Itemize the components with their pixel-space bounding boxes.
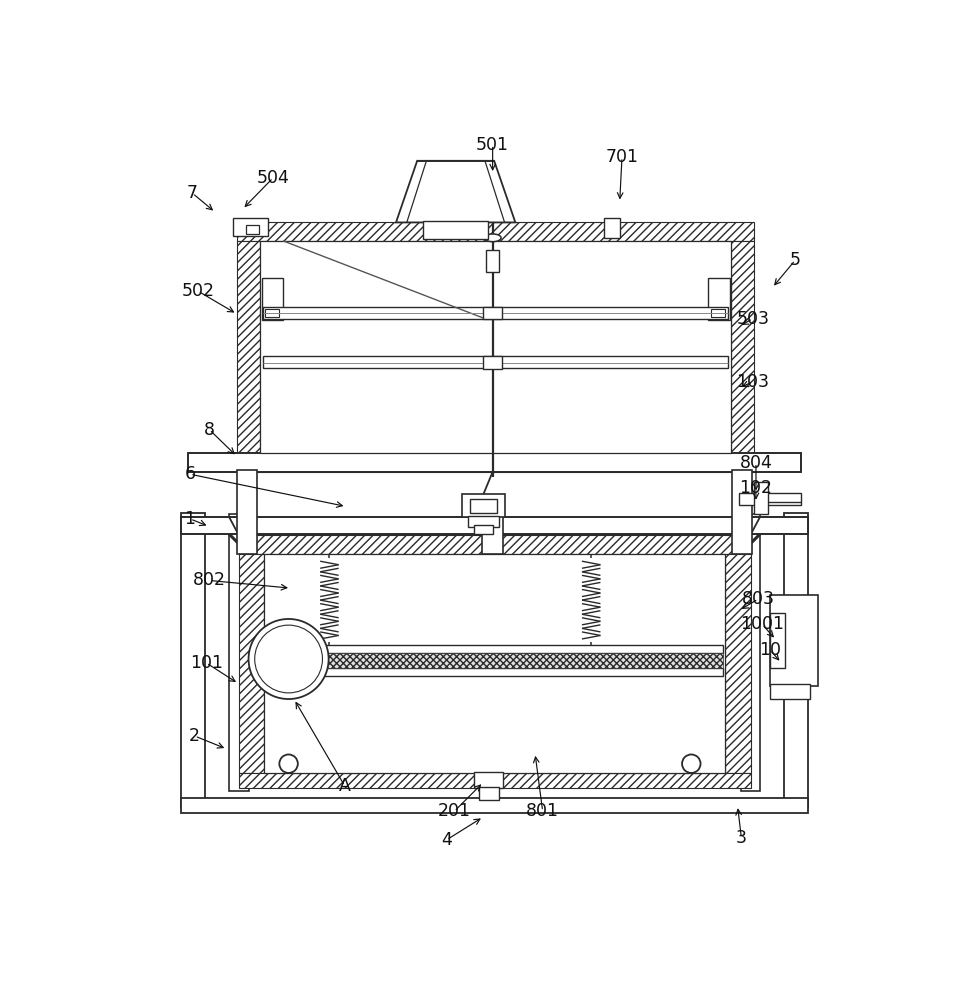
Bar [237,470,257,554]
Text: 2: 2 [189,727,200,745]
Text: 4: 4 [441,831,452,849]
Text: 1001: 1001 [740,615,785,633]
Bar [482,513,504,554]
Bar [462,494,505,517]
Ellipse shape [484,234,501,242]
Text: 701: 701 [605,148,639,166]
Bar [238,535,751,554]
Bar [180,798,809,813]
Text: 504: 504 [257,169,290,187]
Bar [468,516,499,527]
Text: A: A [339,777,350,795]
Text: 6: 6 [184,465,196,483]
Circle shape [249,619,329,699]
Text: 502: 502 [181,282,214,300]
Bar [264,309,279,317]
Bar [263,356,729,368]
Bar [188,453,801,472]
Bar [237,241,261,453]
Bar [770,684,810,699]
Text: 8: 8 [204,421,215,439]
Bar [739,493,801,505]
Bar [708,278,730,320]
Bar [234,218,268,236]
Bar [237,222,755,241]
Bar [264,554,725,773]
Text: 1: 1 [184,510,196,528]
Bar [486,250,499,272]
Bar [483,307,502,319]
Bar [725,554,751,773]
Text: 102: 102 [739,479,772,497]
Circle shape [279,754,298,773]
Bar [261,241,731,453]
Text: 801: 801 [526,802,559,820]
Bar [424,221,488,239]
Bar [740,514,759,791]
Bar [732,470,752,554]
Text: 103: 103 [736,373,769,391]
Text: 501: 501 [476,136,510,154]
Bar [474,525,493,534]
Bar [266,653,723,668]
Text: 101: 101 [190,654,223,672]
Bar [237,453,755,472]
Bar [770,613,786,668]
Text: 5: 5 [789,251,801,269]
Text: 804: 804 [739,454,772,472]
Bar [246,225,259,234]
Bar [470,499,497,513]
Text: 503: 503 [736,310,769,328]
Bar [238,554,264,773]
Bar [474,772,504,788]
Bar [604,218,620,238]
Circle shape [682,754,701,773]
Bar [755,482,768,514]
Text: 803: 803 [742,590,775,608]
Bar [266,668,723,676]
Bar [180,513,206,807]
Bar [263,307,729,319]
Bar [731,241,755,453]
Bar [483,356,502,369]
Text: 3: 3 [736,829,747,847]
Bar [238,773,751,788]
Text: 201: 201 [438,802,471,820]
Text: 10: 10 [758,641,781,659]
Bar [230,514,249,791]
Text: 802: 802 [193,571,226,589]
Bar [784,513,809,807]
Bar [262,278,283,320]
Bar [711,309,725,317]
Circle shape [255,625,322,693]
Polygon shape [396,161,515,222]
Bar [266,645,723,653]
Text: 7: 7 [187,184,198,202]
Bar [180,517,809,534]
Bar [479,787,499,800]
Bar [770,595,817,686]
